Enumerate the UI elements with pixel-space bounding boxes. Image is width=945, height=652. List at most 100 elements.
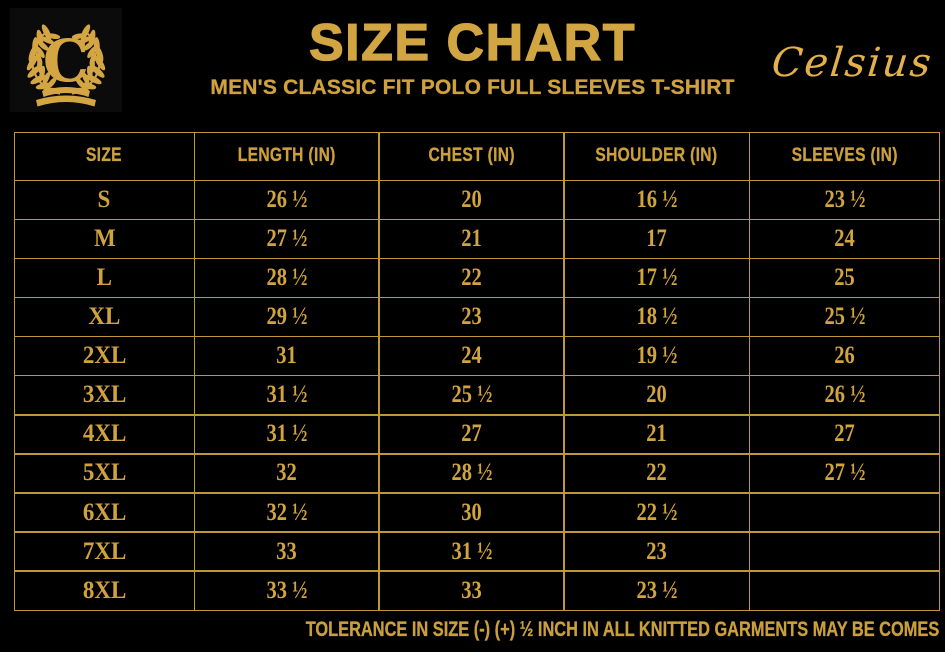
cell-value: 19 ½	[636, 342, 678, 370]
cell-value: 18 ½	[636, 303, 678, 331]
measurement-cell: 18 ½	[564, 298, 749, 336]
page-title: SIZE CHART	[308, 14, 636, 72]
column-header-label: SHOULDER (IN)	[595, 145, 718, 167]
brand-wordmark: Celsius	[769, 40, 936, 86]
cell-value: 33	[461, 576, 482, 604]
column-header-shoulder: SHOULDER (IN)	[564, 133, 749, 180]
column-header-label: SIZE	[86, 145, 123, 167]
cell-value: 5XL	[82, 459, 127, 487]
column-header-chest: CHEST (IN)	[379, 133, 564, 180]
cell-value: 2XL	[82, 342, 127, 370]
size-label-cell: S	[15, 181, 194, 219]
cell-value: L	[96, 263, 113, 291]
cell-value: 27	[461, 420, 482, 448]
measurement-cell: 24	[750, 220, 939, 258]
measurement-cell: 29 ½	[195, 298, 379, 336]
size-label-cell: 6XL	[15, 493, 194, 532]
cell-value: 7XL	[82, 537, 127, 565]
cell-value: 21	[461, 224, 482, 252]
column-header-length: LENGTH (IN)	[195, 133, 379, 180]
cell-value: 33 ½	[266, 576, 308, 604]
measurement-cell: 30	[379, 493, 564, 532]
cell-value: 22 ½	[636, 498, 678, 526]
measurement-cell: 27	[379, 415, 564, 454]
measurement-cell: 23 ½	[750, 181, 939, 219]
cell-value: 23	[461, 303, 482, 331]
measurement-cell: 23	[564, 532, 749, 571]
measurement-cell: 22	[379, 259, 564, 297]
size-label-cell: 7XL	[15, 532, 194, 571]
measurement-cell: 22 ½	[564, 493, 749, 532]
cell-value: 33	[276, 537, 297, 565]
cell-value: 29 ½	[266, 303, 308, 331]
column-header-sleeves: SLEEVES (IN)	[750, 133, 939, 180]
cell-value: 28 ½	[266, 263, 308, 291]
measurement-cell: 27 ½	[750, 454, 939, 493]
column-header-label: LENGTH (IN)	[237, 145, 336, 167]
measurement-cell: 21	[564, 415, 749, 454]
measurement-cell: 26	[750, 337, 939, 375]
size-label-cell: M	[15, 220, 194, 258]
measurement-cell: 31 ½	[195, 415, 379, 454]
measurement-cell: 32 ½	[195, 493, 379, 532]
measurement-cell: 27 ½	[195, 220, 379, 258]
measurement-cell: 20	[564, 376, 749, 415]
size-label-cell: 2XL	[15, 337, 194, 375]
cell-value: 4XL	[82, 420, 127, 448]
measurement-cell	[750, 571, 939, 610]
cell-value: 31 ½	[451, 537, 493, 565]
column-header-size: SIZE	[15, 133, 194, 180]
measurement-cell: 19 ½	[564, 337, 749, 375]
cell-value: 27 ½	[824, 459, 866, 487]
measurement-cell: 24	[379, 337, 564, 375]
measurement-cell: 17	[564, 220, 749, 258]
cell-value: 22	[461, 263, 482, 291]
measurement-cell	[750, 532, 939, 571]
cell-value: 3XL	[82, 381, 127, 409]
size-label-cell: 5XL	[15, 454, 194, 493]
measurement-cell: 31 ½	[379, 532, 564, 571]
measurement-cell: 28 ½	[195, 259, 379, 297]
size-label-cell: 4XL	[15, 415, 194, 454]
cell-value: 25 ½	[451, 381, 493, 409]
cell-value: 24	[461, 342, 482, 370]
measurement-cell: 17 ½	[564, 259, 749, 297]
column-header-label: SLEEVES (IN)	[791, 145, 898, 167]
cell-value: 26	[834, 342, 855, 370]
measurement-cell: 33	[379, 571, 564, 610]
cell-value: 23	[646, 537, 668, 565]
page-subtitle: MEN'S CLASSIC FIT POLO FULL SLEEVES T-SH…	[210, 75, 735, 99]
measurement-cell: 31	[195, 337, 379, 375]
logo-letter: C	[43, 27, 89, 95]
measurement-cell: 26 ½	[195, 181, 379, 219]
measurement-cell: 26 ½	[750, 376, 939, 415]
tolerance-note: TOLERANCE IN SIZE (-) (+) ½ INCH IN ALL …	[305, 618, 939, 641]
cell-value: 23 ½	[636, 576, 678, 604]
size-label-cell: XL	[15, 298, 194, 336]
cell-value: 20	[461, 185, 482, 213]
cell-value: 17 ½	[636, 263, 678, 291]
cell-value: S	[98, 185, 111, 213]
measurement-cell: 27	[750, 415, 939, 454]
measurement-cell: 20	[379, 181, 564, 219]
measurement-cell: 16 ½	[564, 181, 749, 219]
cell-value: 27	[834, 420, 855, 448]
brand-logo: C	[10, 8, 122, 112]
title-block: SIZE CHART MEN'S CLASSIC FIT POLO FULL S…	[0, 14, 945, 100]
measurement-cell: 25	[750, 259, 939, 297]
cell-value: 26 ½	[266, 185, 308, 213]
column-header-label: CHEST (IN)	[428, 145, 515, 167]
cell-value: 30	[461, 498, 482, 526]
measurement-cell: 33 ½	[195, 571, 379, 610]
cell-value: 21	[646, 420, 668, 448]
size-label-cell: L	[15, 259, 194, 297]
cell-value: 32	[276, 459, 297, 487]
measurement-cell: 22	[564, 454, 749, 493]
measurement-cell: 21	[379, 220, 564, 258]
measurement-cell: 32	[195, 454, 379, 493]
cell-value: 25 ½	[824, 303, 866, 331]
cell-value: 27 ½	[266, 224, 308, 252]
measurement-cell: 31 ½	[195, 376, 379, 415]
cell-value: 25	[834, 263, 855, 291]
